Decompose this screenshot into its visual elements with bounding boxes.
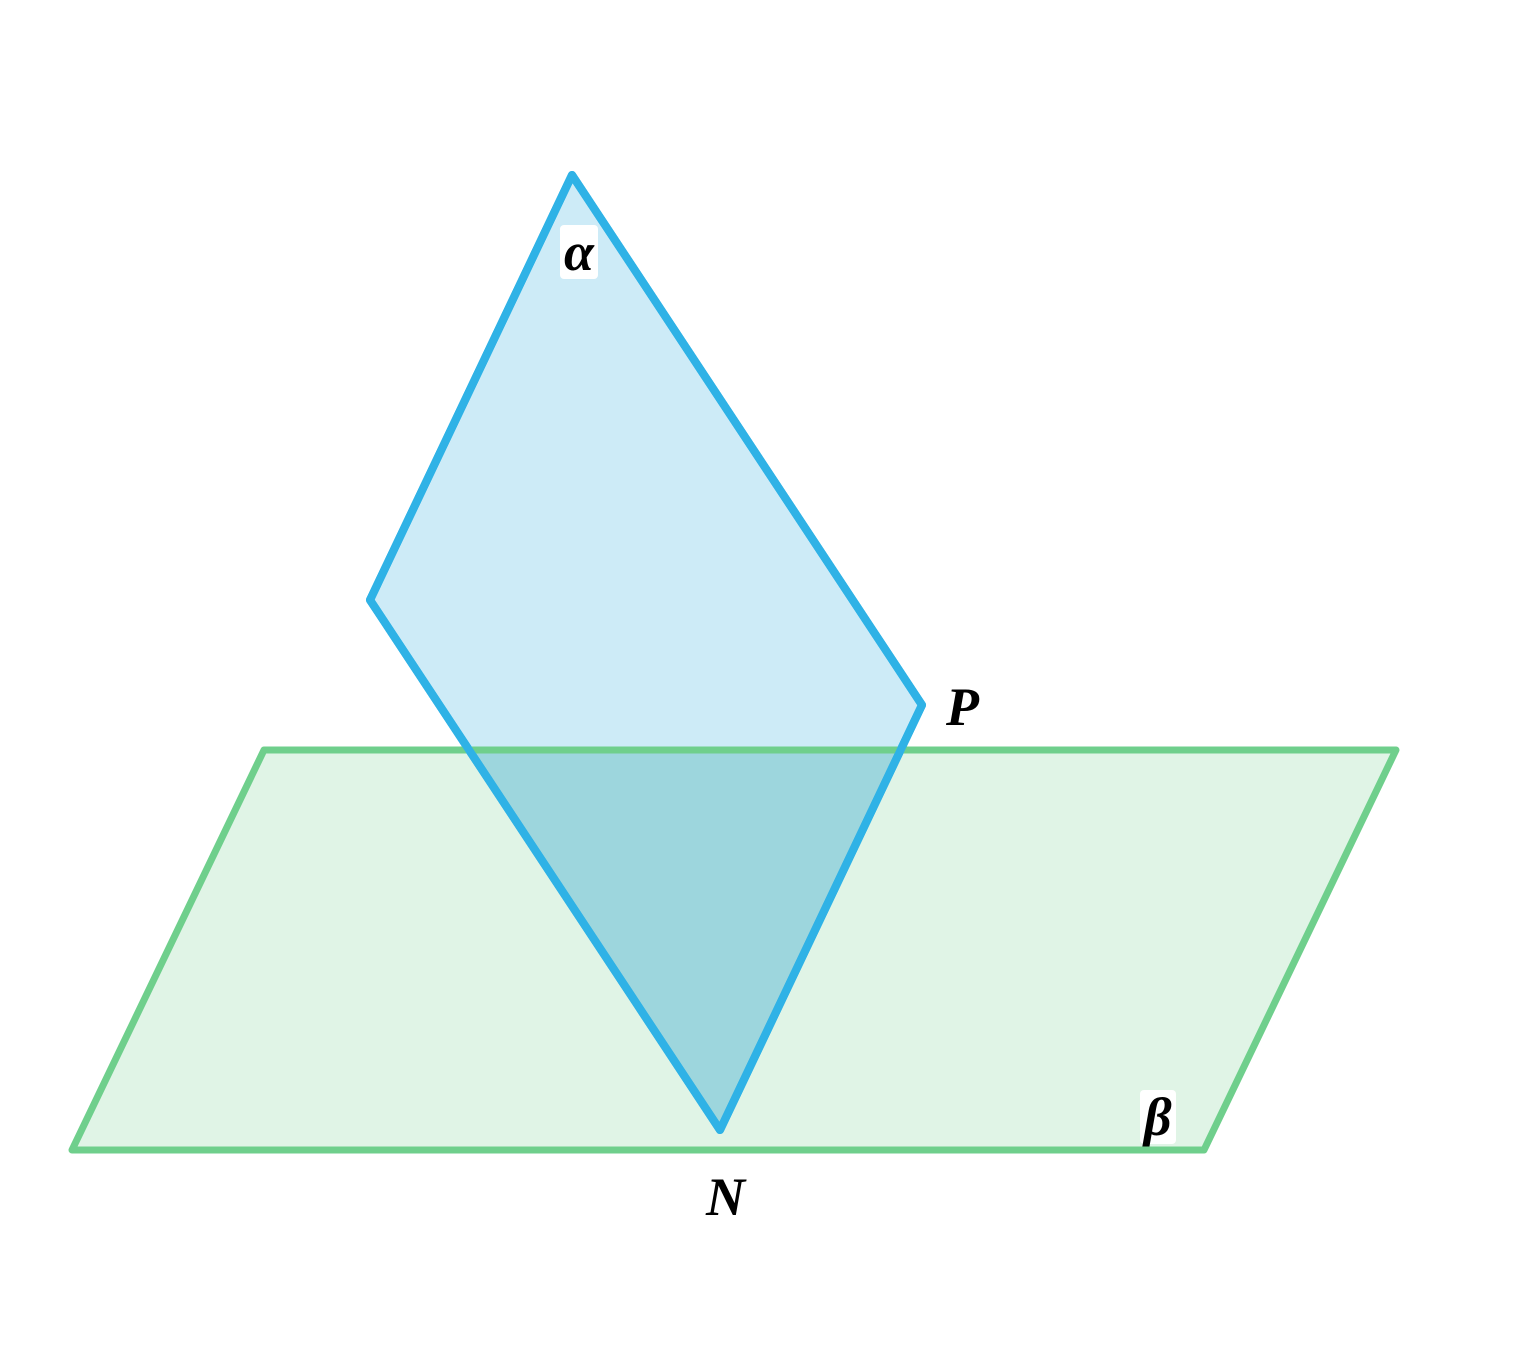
label-N: N [702, 1170, 749, 1224]
label-P: P [942, 680, 983, 734]
label-alpha: α [560, 225, 598, 279]
label-beta: β [1140, 1090, 1176, 1144]
geometry-diagram: α P N β [0, 0, 1536, 1359]
diagram-svg [0, 0, 1536, 1359]
